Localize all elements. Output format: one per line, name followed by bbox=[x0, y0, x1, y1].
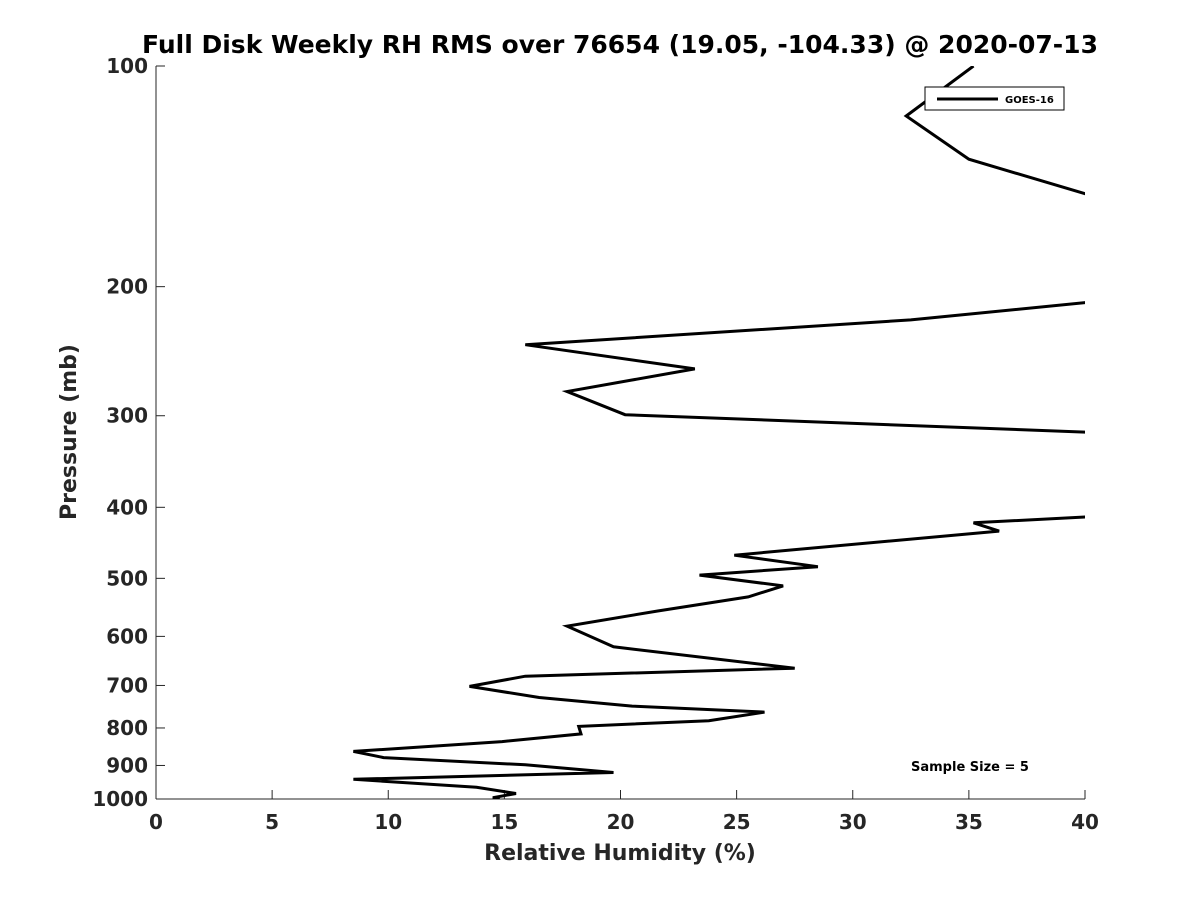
x-axis-label: Relative Humidity (%) bbox=[484, 841, 756, 866]
legend: GOES-16 bbox=[924, 86, 1065, 111]
series-line-goes-16 bbox=[353, 66, 1085, 799]
x-tick-label: 0 bbox=[149, 810, 163, 834]
sample-size-annotation: Sample Size = 5 bbox=[911, 760, 1029, 775]
x-tick-label: 35 bbox=[955, 810, 983, 834]
x-tick-label: 40 bbox=[1071, 810, 1099, 834]
y-tick-label: 1000 bbox=[92, 787, 148, 811]
y-tick-label: 700 bbox=[106, 673, 148, 697]
x-tick-label: 5 bbox=[265, 810, 279, 834]
x-tick-label: 20 bbox=[607, 810, 635, 834]
y-axis: 100 200 300 400 500 600 700 800 900 1000 bbox=[92, 54, 165, 811]
plot-area bbox=[156, 66, 1085, 799]
y-tick-label: 100 bbox=[106, 54, 148, 78]
x-tick-label: 30 bbox=[839, 810, 867, 834]
y-axis-label: Pressure (mb) bbox=[57, 344, 82, 520]
y-tick-label: 600 bbox=[106, 624, 148, 648]
y-tick-label: 400 bbox=[106, 495, 148, 519]
x-tick-label: 25 bbox=[723, 810, 751, 834]
y-tick-label: 900 bbox=[106, 753, 148, 777]
legend-label-goes-16: GOES-16 bbox=[1005, 95, 1054, 106]
y-tick-label: 200 bbox=[106, 275, 148, 299]
x-tick-label: 15 bbox=[490, 810, 518, 834]
y-tick-label: 500 bbox=[106, 566, 148, 590]
x-axis: 0 5 10 15 20 25 30 35 40 bbox=[149, 790, 1099, 834]
y-tick-label: 800 bbox=[106, 716, 148, 740]
y-tick-label: 300 bbox=[106, 404, 148, 428]
chart-title: Full Disk Weekly RH RMS over 76654 (19.0… bbox=[142, 30, 1098, 59]
x-tick-label: 10 bbox=[374, 810, 402, 834]
series-layer bbox=[353, 66, 1085, 799]
